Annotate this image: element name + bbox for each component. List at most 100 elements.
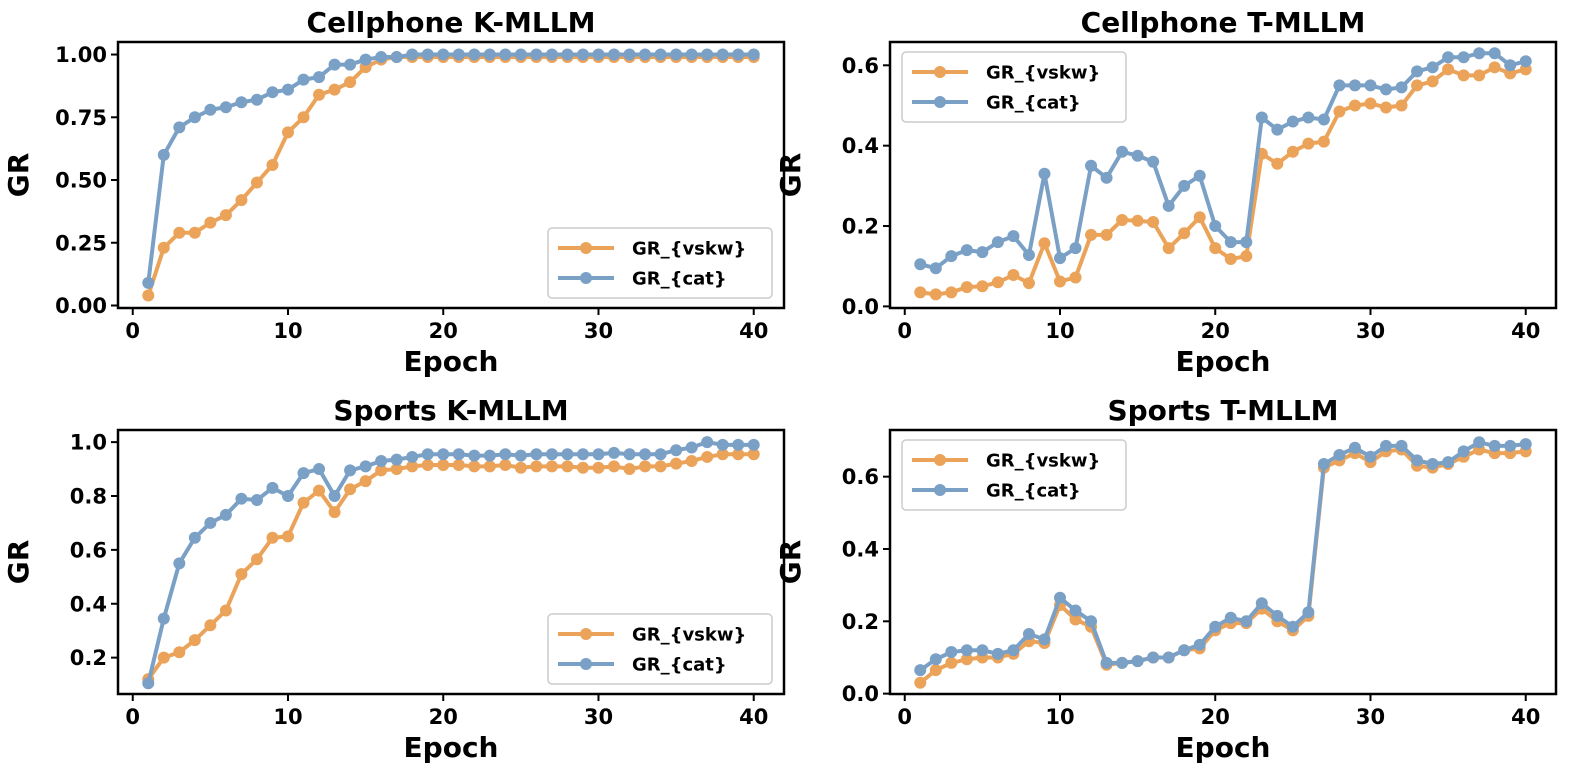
y-tick-label: 1.00 bbox=[55, 43, 107, 67]
x-tick-label: 0 bbox=[897, 705, 912, 729]
data-point bbox=[250, 553, 263, 566]
data-point bbox=[1271, 123, 1284, 136]
data-point bbox=[654, 48, 667, 61]
data-point bbox=[250, 93, 263, 106]
x-tick-label: 10 bbox=[273, 705, 302, 729]
x-axis-label: Epoch bbox=[1176, 731, 1271, 764]
data-point bbox=[914, 664, 927, 677]
data-point bbox=[716, 48, 729, 61]
data-point bbox=[945, 646, 958, 659]
x-tick-label: 10 bbox=[1045, 319, 1074, 343]
data-point bbox=[173, 121, 186, 134]
data-point bbox=[1519, 55, 1532, 68]
data-point bbox=[670, 48, 683, 61]
data-point bbox=[1116, 145, 1129, 158]
data-point bbox=[1131, 149, 1144, 162]
data-point bbox=[297, 467, 310, 480]
data-point bbox=[1271, 157, 1284, 170]
data-point bbox=[545, 448, 558, 461]
data-point bbox=[1317, 135, 1330, 148]
data-point bbox=[468, 449, 481, 462]
legend: GR_{vskw} GR_{cat} bbox=[901, 439, 1127, 511]
data-point bbox=[266, 481, 279, 494]
data-point bbox=[437, 459, 450, 472]
series-line bbox=[146, 440, 756, 686]
data-point bbox=[219, 604, 232, 617]
legend-label: GR_{cat} bbox=[632, 269, 727, 290]
x-tick-label: 40 bbox=[1511, 705, 1540, 729]
data-point bbox=[204, 103, 217, 116]
chart-panel-2: Cellphone T-MLLM 0 10 20 30 40 0.0 0.2 0.4 0.6 Epo… bbox=[774, 6, 1558, 378]
legend-label: GR_{cat} bbox=[632, 655, 727, 676]
series-line bbox=[146, 55, 756, 298]
data-point bbox=[499, 459, 512, 472]
data-point bbox=[390, 463, 403, 476]
data-point bbox=[1302, 111, 1315, 124]
data-point bbox=[297, 111, 310, 124]
data-point bbox=[499, 448, 512, 461]
x-tick-label: 20 bbox=[1201, 319, 1230, 343]
data-point bbox=[530, 448, 543, 461]
data-point bbox=[1348, 441, 1361, 454]
data-point bbox=[701, 48, 714, 61]
data-point bbox=[929, 262, 942, 275]
data-point bbox=[1069, 613, 1082, 626]
plot-frame bbox=[888, 40, 1558, 310]
data-point bbox=[406, 48, 419, 61]
data-point bbox=[437, 48, 450, 61]
data-point bbox=[1240, 615, 1253, 628]
data-point bbox=[747, 48, 760, 61]
x-tick-label: 0 bbox=[125, 319, 140, 343]
x-tick-label: 30 bbox=[1356, 319, 1385, 343]
data-point bbox=[991, 276, 1004, 289]
x-tick-label: 10 bbox=[273, 319, 302, 343]
data-point bbox=[266, 86, 279, 99]
y-tick-label: 0.6 bbox=[842, 54, 879, 78]
data-point bbox=[1442, 63, 1455, 76]
data-point bbox=[281, 530, 294, 543]
data-point bbox=[204, 619, 217, 632]
data-point bbox=[1473, 69, 1486, 82]
data-point bbox=[188, 226, 201, 239]
data-point bbox=[1069, 242, 1082, 255]
y-tick-label: 0.50 bbox=[55, 169, 107, 193]
legend-box bbox=[901, 51, 1127, 123]
y-tick-label: 0.0 bbox=[842, 682, 879, 706]
data-point bbox=[235, 96, 248, 109]
data-point bbox=[406, 450, 419, 463]
data-point bbox=[1395, 99, 1408, 112]
data-point bbox=[1069, 271, 1082, 284]
data-point bbox=[1473, 47, 1486, 60]
data-point bbox=[1147, 155, 1160, 168]
data-point bbox=[1022, 627, 1035, 640]
plot-frame bbox=[116, 428, 786, 696]
data-point bbox=[1333, 448, 1346, 461]
data-point bbox=[976, 644, 989, 657]
data-point bbox=[1100, 228, 1113, 241]
series-line bbox=[918, 447, 1528, 685]
data-point bbox=[639, 448, 652, 461]
data-point bbox=[530, 48, 543, 61]
chart-title: Sports K-MLLM bbox=[333, 394, 568, 427]
data-point bbox=[592, 461, 605, 474]
data-point bbox=[1302, 606, 1315, 619]
data-point bbox=[1178, 644, 1191, 657]
data-point bbox=[281, 126, 294, 139]
legend-box bbox=[901, 439, 1127, 511]
data-point bbox=[576, 461, 589, 474]
data-point bbox=[701, 450, 714, 463]
data-point bbox=[359, 460, 372, 473]
x-tick-label: 10 bbox=[1045, 705, 1074, 729]
data-point bbox=[1022, 277, 1035, 290]
data-point bbox=[1348, 99, 1361, 112]
data-point bbox=[1100, 171, 1113, 184]
data-point bbox=[468, 460, 481, 473]
data-point bbox=[1131, 214, 1144, 227]
data-point bbox=[1457, 445, 1470, 458]
legend-marker bbox=[934, 454, 946, 466]
data-point bbox=[142, 289, 155, 302]
data-point bbox=[235, 492, 248, 505]
data-point bbox=[716, 448, 729, 461]
data-point bbox=[188, 634, 201, 647]
data-point bbox=[1162, 199, 1175, 212]
